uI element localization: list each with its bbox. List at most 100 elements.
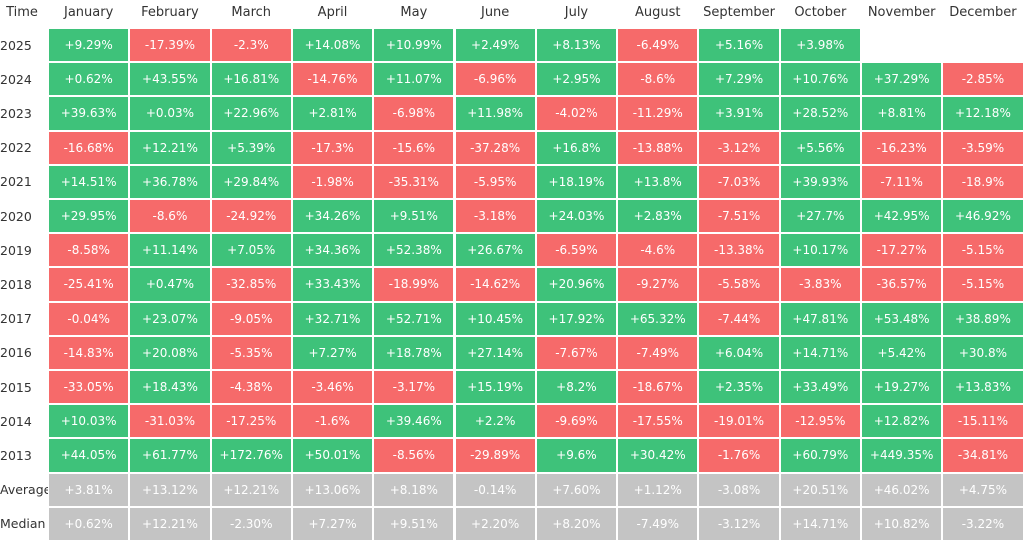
return-cell: -17.3% [291, 130, 374, 165]
return-cell: +2.81% [291, 96, 374, 131]
return-cell: +14.71% [779, 335, 861, 370]
return-cell: -3.17% [373, 370, 455, 405]
return-cell: -8.58% [48, 233, 130, 268]
row-label: 2018 [0, 276, 32, 292]
return-cell: +10.99% [373, 28, 455, 63]
column-header: September [703, 4, 775, 20]
return-cell: +18.78% [373, 335, 455, 370]
row-label: 2024 [0, 71, 32, 87]
return-cell: -14.62% [454, 267, 536, 302]
return-cell: -18.67% [617, 370, 699, 405]
summary-cell: -3.08% [698, 472, 780, 507]
return-cell: +27.14% [454, 335, 536, 370]
return-cell: +3.98% [779, 28, 861, 63]
summary-cell: -3.22% [942, 506, 1024, 541]
return-cell: +60.79% [779, 438, 861, 473]
return-cell: -6.59% [535, 233, 618, 268]
summary-cell: -3.12% [698, 506, 780, 541]
column-header: April [317, 4, 348, 20]
return-cell: +30.8% [942, 335, 1024, 370]
return-cell: +15.19% [454, 370, 536, 405]
return-cell: +32.71% [291, 301, 374, 336]
return-cell: -14.83% [48, 335, 130, 370]
return-cell: +6.04% [698, 335, 780, 370]
row-label: 2015 [0, 379, 32, 395]
return-cell: -12.95% [779, 404, 861, 439]
return-cell: -31.03% [129, 404, 211, 439]
return-cell: +20.96% [535, 267, 618, 302]
row-label: 2014 [0, 413, 32, 429]
return-cell: +7.05% [210, 233, 292, 268]
return-cell: +7.27% [291, 335, 374, 370]
return-cell: +3.91% [698, 96, 780, 131]
row-label: 2016 [0, 345, 32, 361]
return-cell: +0.03% [129, 96, 211, 131]
return-cell: +34.36% [291, 233, 374, 268]
return-cell: +2.95% [535, 62, 618, 97]
return-cell: +172.76% [210, 438, 292, 473]
summary-cell: +46.02% [861, 472, 943, 507]
return-cell: +10.03% [48, 404, 130, 439]
return-cell: +52.38% [373, 233, 455, 268]
summary-cell: +10.82% [861, 506, 943, 541]
return-cell: +37.29% [861, 62, 943, 97]
return-cell: +39.93% [779, 164, 861, 199]
return-cell: +2.2% [454, 404, 536, 439]
return-cell: -3.12% [698, 130, 780, 165]
return-cell: -17.55% [617, 404, 699, 439]
return-cell: -16.23% [861, 130, 943, 165]
return-cell: +5.16% [698, 28, 780, 63]
return-cell: -6.98% [373, 96, 455, 131]
return-cell: +28.52% [779, 96, 861, 131]
return-cell: -8.6% [617, 62, 699, 97]
return-cell: +50.01% [291, 438, 374, 473]
return-cell: +53.48% [861, 301, 943, 336]
summary-cell: +2.20% [454, 506, 536, 541]
return-cell: +39.46% [373, 404, 455, 439]
return-cell: -3.59% [942, 130, 1024, 165]
return-cell: -18.9% [942, 164, 1024, 199]
return-cell: +10.45% [454, 301, 536, 336]
return-cell: +20.08% [129, 335, 211, 370]
return-cell: +18.19% [535, 164, 618, 199]
summary-cell: -2.30% [210, 506, 292, 541]
return-cell: +0.62% [48, 62, 130, 97]
return-cell: -1.76% [698, 438, 780, 473]
summary-cell: +9.51% [373, 506, 455, 541]
summary-cell: +8.18% [373, 472, 455, 507]
row-label: 2022 [0, 140, 32, 156]
column-header: February [141, 4, 199, 20]
return-cell: +24.03% [535, 199, 618, 234]
summary-cell: +20.51% [779, 472, 861, 507]
return-cell: +18.43% [129, 370, 211, 405]
row-label: Median [0, 516, 46, 532]
return-cell: -7.11% [861, 164, 943, 199]
return-cell: -29.89% [454, 438, 536, 473]
return-cell: -6.49% [617, 28, 699, 63]
summary-cell: +12.21% [210, 472, 292, 507]
return-cell: -6.96% [454, 62, 536, 97]
return-cell: -7.49% [617, 335, 699, 370]
return-cell: -7.03% [698, 164, 780, 199]
return-cell: +27.7% [779, 199, 861, 234]
return-cell: +449.35% [861, 438, 943, 473]
return-cell: -2.3% [210, 28, 292, 63]
column-header: June [480, 4, 510, 20]
return-cell: +2.49% [454, 28, 536, 63]
return-cell: -7.67% [535, 335, 618, 370]
return-cell: +44.05% [48, 438, 130, 473]
return-cell: +61.77% [129, 438, 211, 473]
row-label: 2021 [0, 174, 32, 190]
return-cell: +11.14% [129, 233, 211, 268]
return-cell: -25.41% [48, 267, 130, 302]
return-cell: +9.6% [535, 438, 618, 473]
return-cell: +9.29% [48, 28, 130, 63]
return-cell: +14.51% [48, 164, 130, 199]
return-cell: -4.02% [535, 96, 618, 131]
return-cell: -1.6% [291, 404, 374, 439]
return-cell: -8.56% [373, 438, 455, 473]
column-header: July [564, 4, 589, 20]
return-cell: +12.82% [861, 404, 943, 439]
return-cell: -7.51% [698, 199, 780, 234]
